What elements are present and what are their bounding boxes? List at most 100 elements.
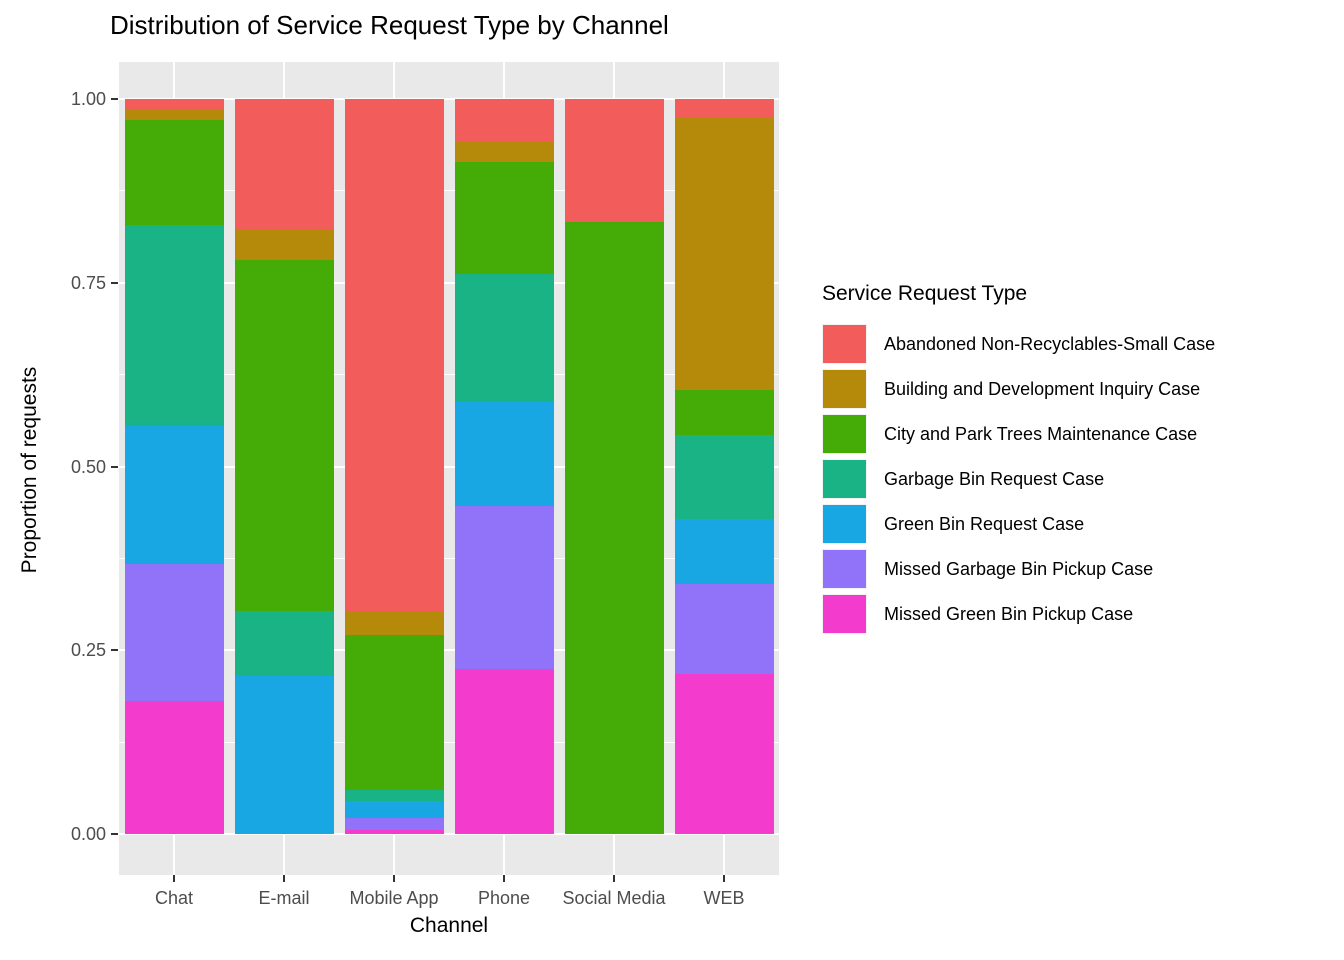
legend-item-label: Garbage Bin Request Case bbox=[884, 468, 1105, 489]
legend-item-label: Missed Garbage Bin Pickup Case bbox=[884, 558, 1154, 579]
gridline-major bbox=[119, 281, 779, 284]
x-axis-tick bbox=[723, 875, 725, 882]
bar-segment bbox=[455, 162, 554, 274]
legend-item: City and Park Trees Maintenance Case bbox=[822, 414, 1332, 454]
bar-segment bbox=[455, 401, 554, 507]
bar-segment bbox=[235, 229, 334, 260]
legend-item: Building and Development Inquiry Case bbox=[822, 369, 1332, 409]
legend-item: Abandoned Non-Recyclables-Small Case bbox=[822, 324, 1332, 364]
y-axis-title: Proportion of requests bbox=[18, 366, 41, 574]
legend-key bbox=[822, 459, 867, 499]
legend-key bbox=[822, 414, 867, 454]
bar-segment bbox=[235, 611, 334, 676]
bar-segment bbox=[455, 668, 554, 834]
bar-segment bbox=[125, 563, 224, 701]
legend-item-label: Green Bin Request Case bbox=[884, 513, 1085, 534]
legend-item: Missed Garbage Bin Pickup Case bbox=[822, 549, 1332, 589]
legend-key bbox=[822, 324, 867, 364]
bar-segment bbox=[125, 700, 224, 834]
bar-segment bbox=[125, 119, 224, 225]
bar-segment bbox=[565, 99, 664, 222]
bar-segment bbox=[125, 224, 224, 427]
bar-segment bbox=[675, 434, 774, 520]
legend-items: Abandoned Non-Recyclables-Small Case Buil… bbox=[822, 324, 1332, 634]
x-axis-tick-label: Mobile App bbox=[349, 888, 439, 908]
legend-key bbox=[822, 369, 867, 409]
bar-segment bbox=[455, 273, 554, 402]
bar-segment bbox=[455, 506, 554, 669]
x-axis-title: Channel bbox=[409, 914, 489, 937]
bar-segment bbox=[235, 675, 334, 834]
y-axis-tick-label: 0.25 bbox=[70, 640, 106, 661]
legend-item-label: Abandoned Non-Recyclables-Small Case bbox=[884, 333, 1216, 354]
bar-segment bbox=[125, 426, 224, 564]
gridline-major bbox=[119, 465, 779, 468]
legend-title: Service Request Type bbox=[822, 282, 1028, 305]
legend: Service Request Type Abandoned Non-Recyc… bbox=[822, 282, 1332, 639]
x-axis-tick-label: Chat bbox=[154, 888, 194, 908]
bar-segment bbox=[675, 390, 774, 435]
bar-segment bbox=[675, 99, 774, 119]
gridline-major bbox=[119, 98, 779, 100]
x-axis-tick-label: Social Media bbox=[562, 888, 666, 908]
gridline-major bbox=[119, 833, 779, 835]
legend-key bbox=[822, 549, 867, 589]
legend-swatch bbox=[823, 325, 866, 363]
x-axis-tick-label: E-mail bbox=[258, 888, 310, 908]
y-axis-tick bbox=[111, 281, 118, 284]
gridline-minor bbox=[119, 557, 779, 559]
gridline-minor bbox=[119, 190, 779, 192]
bar-segment bbox=[125, 108, 224, 120]
bar-segment bbox=[235, 99, 334, 230]
chart-title: Distribution of Service Request Type by … bbox=[110, 10, 669, 40]
x-axis-tick bbox=[503, 875, 505, 882]
x-axis-tick bbox=[613, 875, 615, 882]
legend-swatch bbox=[823, 460, 866, 498]
legend-item-label: Building and Development Inquiry Case bbox=[884, 378, 1201, 399]
y-axis-tick-label: 0.50 bbox=[70, 456, 106, 477]
bar-segment bbox=[345, 800, 444, 818]
y-axis-tick bbox=[111, 649, 118, 652]
legend-swatch bbox=[823, 505, 866, 543]
x-axis-tick bbox=[173, 875, 175, 882]
bar-segment bbox=[675, 584, 774, 674]
y-axis-tick-label: 0.00 bbox=[70, 824, 106, 844]
y-axis-tick bbox=[111, 833, 118, 835]
legend-item: Garbage Bin Request Case bbox=[822, 459, 1332, 499]
bar-segment bbox=[675, 519, 774, 585]
bar-segment bbox=[675, 673, 774, 834]
bar-segment bbox=[455, 142, 554, 163]
legend-item: Green Bin Request Case bbox=[822, 504, 1332, 544]
bar-segment bbox=[235, 259, 334, 612]
legend-swatch bbox=[823, 595, 866, 633]
gridline-major bbox=[119, 649, 779, 652]
y-axis-tick-label: 1.00 bbox=[70, 89, 106, 109]
bar-segment bbox=[345, 829, 444, 834]
legend-item-label: Missed Green Bin Pickup Case bbox=[884, 603, 1134, 624]
x-axis-tick-label: WEB bbox=[703, 888, 745, 908]
bar-segment bbox=[345, 99, 444, 613]
gridline-minor bbox=[119, 374, 779, 376]
bar-segment bbox=[345, 789, 444, 801]
y-axis-tick bbox=[111, 465, 118, 468]
bar-segment bbox=[345, 612, 444, 635]
legend-key bbox=[822, 594, 867, 634]
bar-segment bbox=[455, 99, 554, 143]
x-axis-tick bbox=[283, 875, 285, 882]
legend-item-label: City and Park Trees Maintenance Case bbox=[884, 423, 1198, 444]
y-axis-tick bbox=[111, 98, 118, 100]
x-axis-tick-label: Phone bbox=[477, 888, 531, 908]
bar-segment bbox=[675, 118, 774, 391]
bar-segment bbox=[565, 221, 664, 834]
legend-key bbox=[822, 504, 867, 544]
y-axis-tick-label: 0.75 bbox=[70, 272, 106, 293]
legend-swatch bbox=[823, 415, 866, 453]
legend-item: Missed Green Bin Pickup Case bbox=[822, 594, 1332, 634]
bar-segment bbox=[345, 634, 444, 790]
plot-panel bbox=[119, 62, 779, 875]
x-axis-tick bbox=[393, 875, 395, 882]
legend-swatch bbox=[823, 550, 866, 588]
gridline-minor bbox=[119, 741, 779, 743]
legend-swatch bbox=[823, 370, 866, 408]
